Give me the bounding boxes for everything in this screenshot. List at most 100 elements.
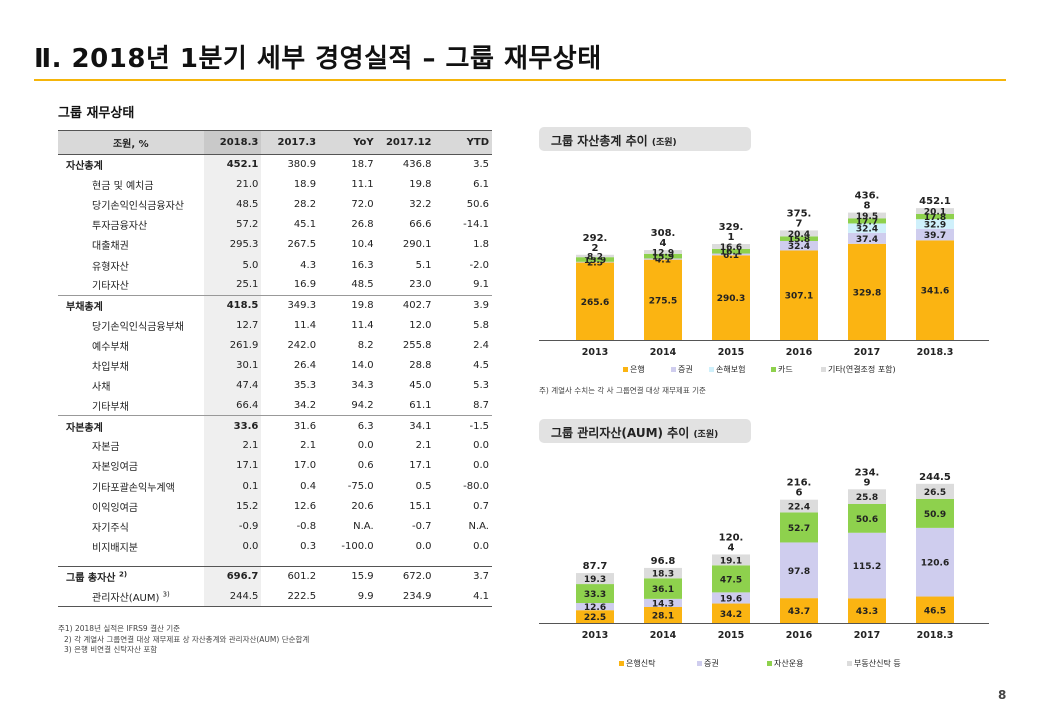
legend-label: 은행 <box>630 364 645 374</box>
data-label: 15.9 <box>584 256 606 266</box>
table-row: 자본금 2.1 2.1 0.0 2.1 0.0 <box>58 435 492 456</box>
bar-segment <box>780 542 818 599</box>
cell-value: 45.1 <box>293 219 317 231</box>
total-label: 8 <box>864 201 871 212</box>
row-label-text: 대출채권 <box>92 241 129 253</box>
x-tick-label: 2018.3 <box>917 630 954 641</box>
cell-value: 72.0 <box>351 199 374 211</box>
cell-value: -2.0 <box>469 259 489 271</box>
row-label-text: 사채 <box>92 382 111 394</box>
bar-segment <box>848 503 886 533</box>
data-label: 15.8 <box>788 235 810 245</box>
cell-value: -0.7 <box>412 520 432 532</box>
table-row: 자산총계 452.1 380.9 18.7 436.8 3.5 <box>58 154 492 175</box>
spacer-cell <box>203 556 262 567</box>
bar-segment <box>916 483 954 499</box>
cell-value: 4.5 <box>473 359 489 371</box>
cell-value: 9.1 <box>434 275 492 296</box>
table-row: 자본잉여금 17.1 17.0 0.6 17.1 0.0 <box>58 455 492 476</box>
table-row: 유형자산 5.0 4.3 16.3 5.1 -2.0 <box>58 254 492 276</box>
cell-value: 696.7 <box>203 566 262 587</box>
data-label: 12.6 <box>584 603 606 613</box>
legend-label: 카드 <box>778 365 793 374</box>
footnote: 주1) 2018년 실적은 IFRS9 결산 기준 <box>58 624 181 633</box>
row-label: 당기손익인식금융자산 <box>58 195 204 215</box>
total-label: 436. <box>855 191 880 202</box>
cell-value: 452.1 <box>203 154 262 175</box>
cell-value: 2.1 <box>415 440 432 452</box>
cell-value: 4.3 <box>300 259 317 271</box>
table-footnotes: 주1) 2018년 실적은 IFRS9 결산 기준 2) 각 계열사 그룹연결 … <box>58 624 309 656</box>
cell-value: 16.3 <box>351 259 374 271</box>
row-label-text: 기타부채 <box>92 401 129 413</box>
data-label: 32.4 <box>788 242 810 252</box>
cell-value: 672.0 <box>402 571 432 583</box>
data-label: 32.9 <box>924 220 946 230</box>
table-header-col: 2017.12 <box>376 130 435 155</box>
cell-value: 6.3 <box>357 420 374 432</box>
cell-value: 380.9 <box>287 159 317 171</box>
bar-segment <box>712 248 750 254</box>
row-label: 예수부채 <box>58 335 204 355</box>
data-label: 39.7 <box>924 231 946 241</box>
total-label: 452.1 <box>919 196 951 207</box>
x-tick-label: 2014 <box>650 630 677 641</box>
row-label: 기타자산 <box>58 275 204 296</box>
title-underline <box>34 79 1006 81</box>
row-label: 그룹 총자산 2) <box>58 566 204 586</box>
row-label-text: 자본잉여금 <box>92 462 138 474</box>
cell-value: 15.2 <box>203 496 262 517</box>
row-label-text: 자기주식 <box>92 522 129 534</box>
total-label: 292. <box>583 233 608 244</box>
footnote: 3) 은행 비연결 신탁자산 포함 <box>64 645 158 654</box>
bar-segment <box>644 250 682 254</box>
table-header-unit: 조원, % <box>58 130 204 155</box>
row-label-text: 자산총계 <box>66 161 103 173</box>
table-header-row: 조원, % 2018.3 2017.3 YoY 2017.12 YTD <box>58 130 492 155</box>
bar-segment <box>848 243 886 340</box>
table-row: 기타부채 66.4 34.2 94.2 61.1 8.7 <box>58 395 492 417</box>
bar-segment <box>576 261 614 263</box>
data-label: 32.4 <box>856 225 878 235</box>
row-label-text: 당기손익인식금융부채 <box>92 321 184 333</box>
row-label-text: 비지배지분 <box>92 542 138 554</box>
cell-value: 601.2 <box>287 571 317 583</box>
cell-value: 6.1 <box>473 179 489 191</box>
row-label-text: 기타자산 <box>92 281 129 293</box>
legend-swatch <box>771 367 776 372</box>
row-label-text: 그룹 총자산 <box>66 573 116 585</box>
row-label-text: 이익잉여금 <box>92 502 138 514</box>
cell-value: 45.0 <box>409 380 432 392</box>
row-label: 자기주식 <box>58 516 204 536</box>
bar-segment <box>916 228 954 241</box>
data-label: 50.9 <box>924 510 946 520</box>
spacer-cell <box>58 556 204 567</box>
bar-segment <box>848 223 886 233</box>
data-label: 50.6 <box>856 515 878 525</box>
table-row: 대출채권 295.3 267.5 10.4 290.1 1.8 <box>58 234 492 255</box>
data-label: 8.2 <box>587 252 603 262</box>
cell-value: 255.8 <box>402 339 432 351</box>
row-label: 자본금 <box>58 436 204 456</box>
row-label-text: 현금 및 예치금 <box>92 181 154 193</box>
bar-segment <box>780 240 818 251</box>
bar-segment <box>780 598 818 623</box>
data-label: 36.1 <box>652 585 674 595</box>
table-row: 기타자산 25.1 16.9 48.5 23.0 9.1 <box>58 275 492 296</box>
total-label: 244.5 <box>919 472 951 483</box>
cell-value: 2.1 <box>300 440 317 452</box>
row-label-text: 부채총계 <box>66 301 103 313</box>
cell-value: 0.6 <box>357 460 374 472</box>
cell-value: 402.7 <box>402 299 432 311</box>
spacer-cell <box>434 556 492 567</box>
footnote-marker: 3) <box>162 590 170 599</box>
data-label: 28.1 <box>652 612 674 622</box>
cell-value: 0.0 <box>357 440 374 452</box>
cell-value: 47.4 <box>203 375 262 396</box>
bar-segment <box>576 610 614 623</box>
data-label: 97.8 <box>788 567 810 577</box>
data-label: 2.5 <box>587 259 603 269</box>
data-label: 120.6 <box>921 559 949 569</box>
bar-segment <box>780 512 818 543</box>
x-tick-label: 2016 <box>786 347 813 358</box>
